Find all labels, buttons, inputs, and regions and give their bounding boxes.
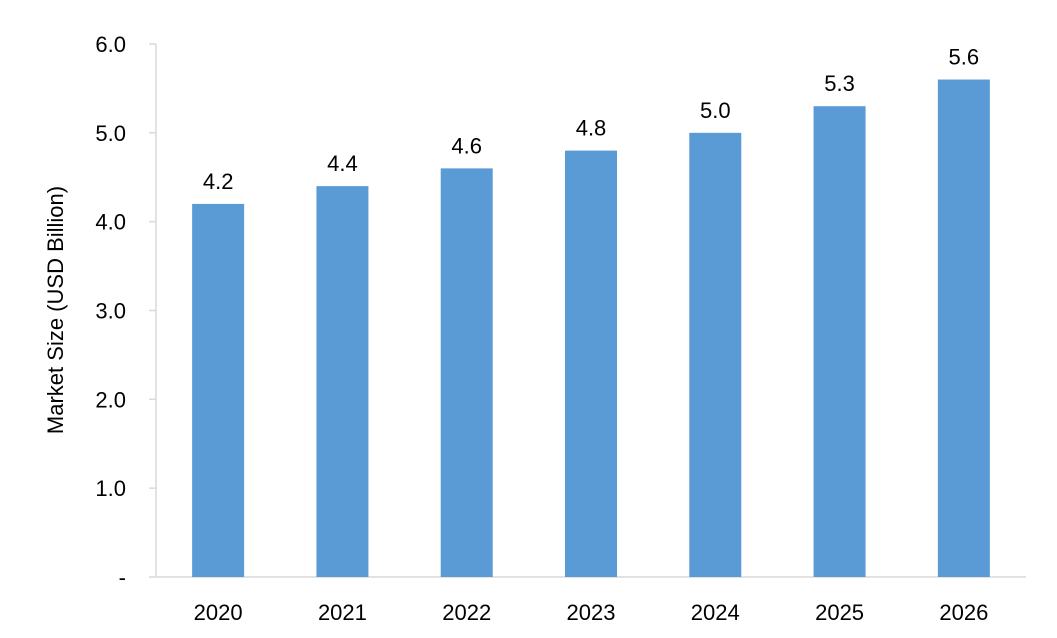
y-axis-title: Market Size (USD Billion) bbox=[43, 186, 68, 434]
y-tick-label: - bbox=[119, 565, 126, 590]
bar-2026 bbox=[937, 79, 990, 578]
data-label-2023: 4.8 bbox=[576, 116, 607, 141]
x-tick-label-2025: 2025 bbox=[815, 600, 864, 625]
y-tick-label: 2.0 bbox=[95, 387, 126, 412]
y-tick-label: 1.0 bbox=[95, 476, 126, 501]
data-label-2022: 4.6 bbox=[451, 133, 482, 158]
y-tick-label: 4.0 bbox=[95, 210, 126, 235]
x-tick-label-2022: 2022 bbox=[442, 600, 491, 625]
data-label-2025: 5.3 bbox=[824, 71, 855, 96]
y-tick-label: 6.0 bbox=[95, 32, 126, 57]
data-label-2021: 4.4 bbox=[327, 151, 358, 176]
y-tick-label: 3.0 bbox=[95, 299, 126, 324]
bar-2020 bbox=[192, 203, 245, 577]
bar-2022 bbox=[440, 168, 493, 577]
x-axis-tick-labels: 2020 2021 2022 2023 2024 2025 2026 bbox=[194, 600, 989, 625]
bar-2021 bbox=[316, 186, 369, 577]
data-label-2026: 5.6 bbox=[949, 45, 980, 70]
x-tick-label-2020: 2020 bbox=[194, 600, 243, 625]
bars bbox=[192, 79, 990, 578]
data-label-2020: 4.2 bbox=[203, 169, 234, 194]
data-label-2024: 5.0 bbox=[700, 98, 731, 123]
x-tick-label-2023: 2023 bbox=[567, 600, 616, 625]
x-tick-label-2021: 2021 bbox=[318, 600, 367, 625]
bar-2024 bbox=[689, 132, 742, 578]
bar-2023 bbox=[565, 150, 617, 577]
y-tick-label: 5.0 bbox=[95, 121, 126, 146]
y-axis-ticks: - 1.0 2.0 3.0 4.0 5.0 6.0 bbox=[95, 32, 156, 590]
data-labels: 4.2 4.4 4.6 4.8 5.0 5.3 5.6 bbox=[203, 45, 979, 194]
bar-2025 bbox=[813, 106, 866, 577]
x-tick-label-2026: 2026 bbox=[939, 600, 988, 625]
x-tick-label-2024: 2024 bbox=[691, 600, 740, 625]
